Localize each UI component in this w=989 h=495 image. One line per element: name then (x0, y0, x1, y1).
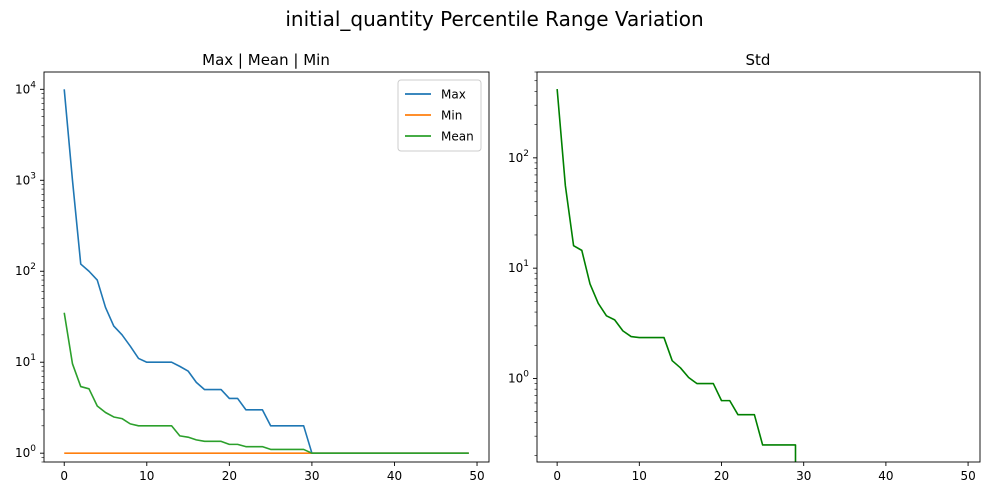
y-tick-label: 102 (15, 262, 36, 278)
y-tick-label: 100 (508, 369, 529, 385)
panel-max-mean-min: Max | Mean | Min 0 10 20 30 40 50 100 101 102 103… (15, 51, 490, 483)
x-tick-label: 10 (632, 469, 647, 483)
series-line-std (556, 89, 797, 462)
figure-title: initial_quantity Percentile Range Variat… (285, 7, 703, 31)
x-tick-label: 20 (714, 469, 729, 483)
legend-label: Min (441, 109, 462, 123)
x-tick-label: 40 (387, 469, 402, 483)
y-tick-label: 101 (15, 353, 36, 369)
panel-title: Max | Mean | Min (202, 51, 330, 69)
plot-frame (43, 71, 490, 463)
x-tick-label: 20 (222, 469, 237, 483)
x-tick-label: 40 (878, 469, 893, 483)
y-tick-label: 102 (508, 149, 529, 165)
x-tick-label: 30 (304, 469, 319, 483)
x-tick-label: 0 (553, 469, 561, 483)
series-line-mean (63, 312, 469, 454)
plot-frame (536, 71, 981, 463)
panel-std: Std 0 10 20 30 40 50 100 101 102 (508, 51, 981, 483)
y-tick-label: 101 (508, 259, 529, 275)
x-tick-label: 50 (960, 469, 975, 483)
x-tick-label: 0 (60, 469, 68, 483)
y-tick-label: 103 (15, 171, 36, 187)
legend-label: Mean (441, 130, 474, 144)
x-tick-label: 10 (139, 469, 154, 483)
x-tick-label: 50 (469, 469, 484, 483)
y-tick-label: 100 (15, 444, 36, 460)
panel-title: Std (746, 51, 771, 69)
y-tick-label: 104 (15, 80, 36, 96)
legend-label: Max (441, 88, 466, 102)
legend: Max Min Mean (397, 79, 482, 152)
x-tick-label: 30 (796, 469, 811, 483)
